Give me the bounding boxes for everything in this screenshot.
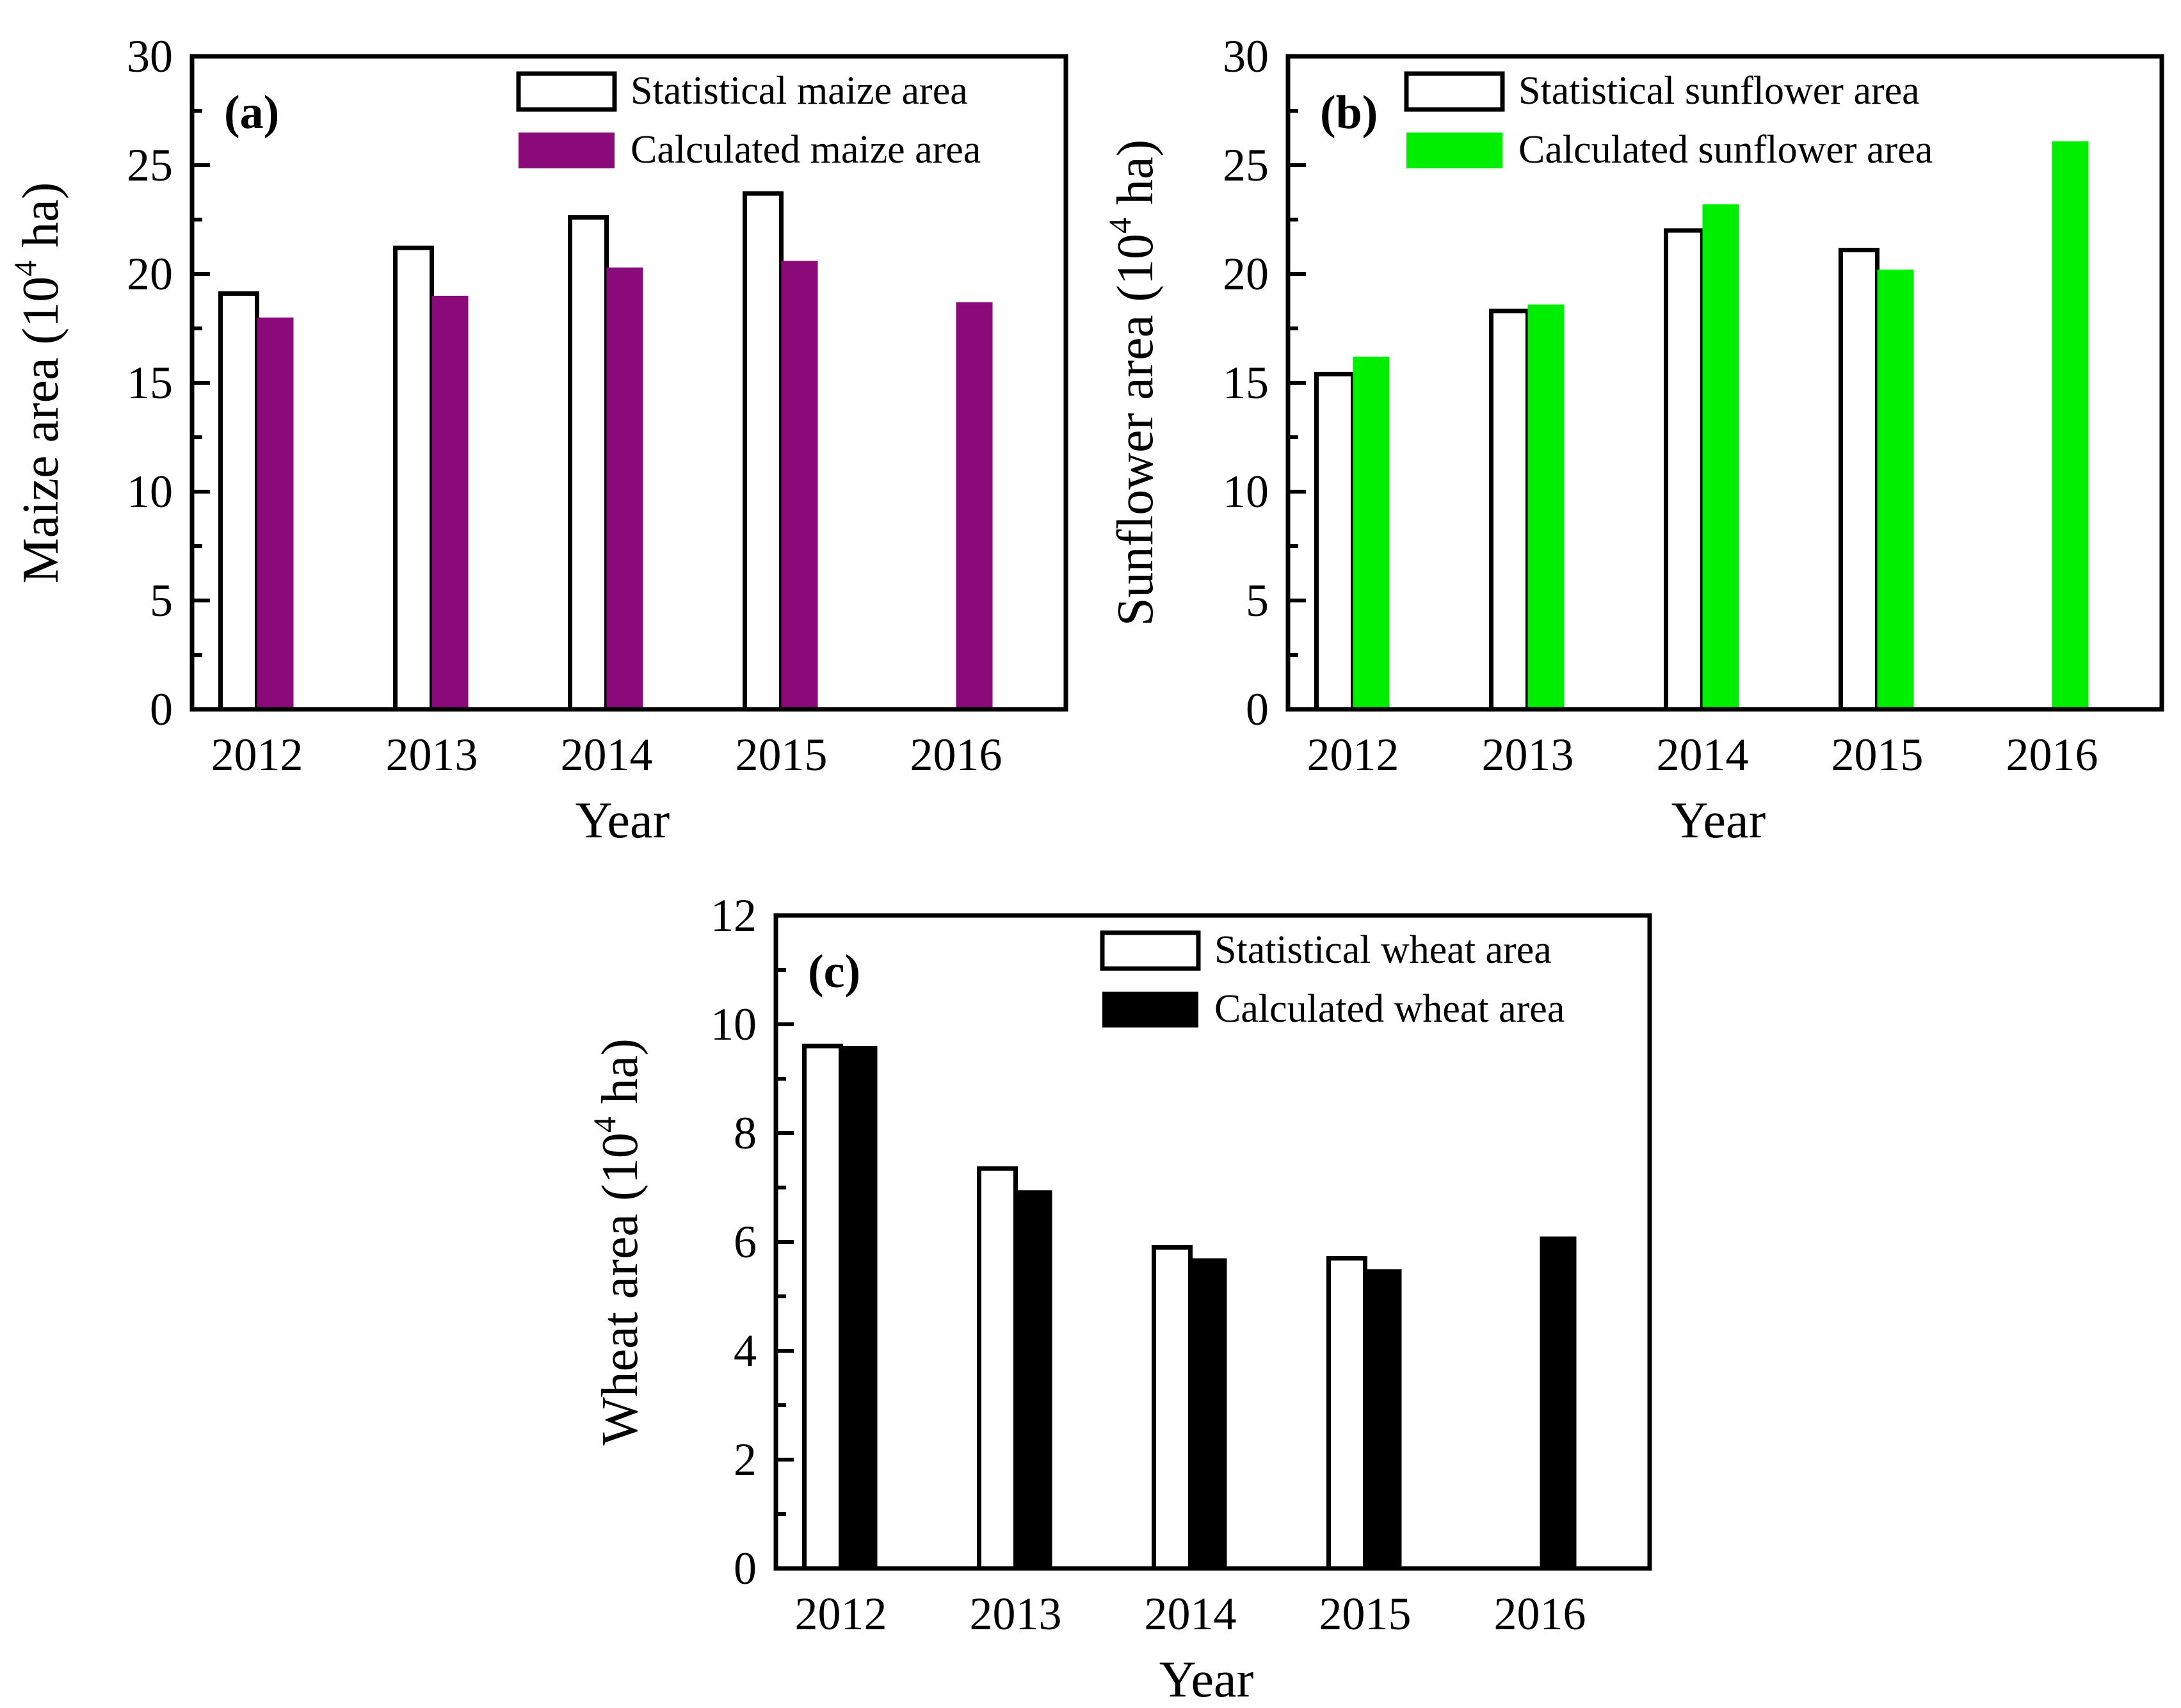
- y-tick-label: 8: [734, 1108, 757, 1159]
- bar-calculated-2016: [2052, 141, 2089, 710]
- chart-panel-0: 0 5 10 15 20 25 30 2012 2013 2014 2015 2016 Year Maiz…: [7, 31, 1068, 849]
- x-axis-label: Year: [1671, 793, 1766, 849]
- x-axis-label: Year: [575, 793, 670, 849]
- bar-calculated-2013: [1015, 1190, 1052, 1568]
- y-axis-label: Sunflower area (104 ha): [1102, 140, 1164, 626]
- legend-swatch-1: [519, 133, 615, 168]
- y-tick-label: 15: [1223, 357, 1269, 408]
- legend-label-1: Calculated sunflower area: [1518, 128, 1933, 172]
- legend-swatch-0: [1100, 930, 1201, 971]
- y-tick-label: 30: [127, 31, 173, 82]
- y-tick-label: 25: [127, 140, 173, 191]
- y-tick-label: 10: [711, 999, 757, 1050]
- y-tick-label: 0: [1246, 684, 1269, 735]
- y-tick-label: 30: [1223, 31, 1269, 82]
- legend-label-0: Statistical maize area: [631, 69, 968, 113]
- legend-swatch-1: [1102, 992, 1198, 1027]
- x-tick-label: 2013: [1482, 729, 1574, 780]
- panel-label: (a): [224, 86, 279, 139]
- bar-calculated-2016: [1540, 1236, 1577, 1568]
- y-tick-label: 4: [734, 1325, 757, 1376]
- y-tick-label: 0: [734, 1543, 757, 1594]
- bar-statistical-2015: [743, 191, 784, 712]
- y-tick-label: 2: [734, 1434, 757, 1485]
- x-tick-label: 2015: [736, 729, 828, 780]
- panel-label: (b): [1320, 86, 1378, 139]
- bar-statistical-2013: [977, 1166, 1018, 1571]
- legend-swatch-0: [516, 71, 617, 112]
- y-tick-label: 0: [150, 684, 173, 735]
- chart-panel-1: 0 5 10 15 20 25 30 2012 2013 2014 2015 2016 Year Sunf…: [1102, 31, 2164, 849]
- y-tick-label: 25: [1223, 140, 1269, 191]
- legend-label-0: Statistical wheat area: [1214, 928, 1552, 972]
- chart-panel-2: 0 2 4 6 8 10 12 2012 2013 2014 2015 2016 Year Wheat a…: [586, 890, 1652, 1708]
- y-axis-label: Maize area (104 ha): [7, 182, 69, 584]
- x-tick-label: 2015: [1319, 1588, 1412, 1640]
- x-tick-label: 2012: [795, 1588, 887, 1640]
- y-tick-label: 10: [127, 466, 173, 517]
- bar-calculated-2014: [606, 267, 643, 709]
- legend-swatch-0: [1404, 71, 1505, 112]
- bar-calculated-2016: [956, 302, 993, 709]
- bar-statistical-2014: [1152, 1245, 1193, 1571]
- bar-calculated-2012: [1353, 357, 1390, 709]
- bar-calculated-2013: [431, 296, 469, 709]
- bar-statistical-2012: [218, 291, 259, 712]
- bar-statistical-2014: [1664, 228, 1705, 712]
- bar-calculated-2013: [1527, 304, 1565, 710]
- bar-statistical-2014: [568, 215, 609, 712]
- y-tick-label: 5: [1246, 575, 1269, 626]
- y-tick-label: 15: [127, 357, 173, 408]
- y-axis-label: Wheat area (104 ha): [586, 1038, 648, 1446]
- legend-label-1: Calculated wheat area: [1214, 987, 1565, 1031]
- legend-label-0: Statistical sunflower area: [1518, 69, 1920, 113]
- x-tick-label: 2014: [1145, 1588, 1237, 1640]
- bar-calculated-2012: [841, 1046, 878, 1568]
- x-tick-label: 2013: [970, 1588, 1062, 1640]
- legend-label-1: Calculated maize area: [631, 128, 981, 172]
- bar-statistical-2013: [393, 245, 434, 712]
- x-tick-label: 2012: [1307, 729, 1399, 780]
- bar-statistical-2015: [1839, 248, 1879, 712]
- y-tick-label: 12: [711, 890, 757, 941]
- panel-label: (c): [808, 946, 860, 998]
- x-tick-label: 2013: [386, 729, 478, 780]
- x-tick-label: 2012: [211, 729, 303, 780]
- y-tick-label: 20: [127, 248, 173, 300]
- bar-statistical-2013: [1489, 309, 1530, 712]
- bar-calculated-2015: [1365, 1269, 1402, 1568]
- x-tick-label: 2014: [1657, 729, 1749, 780]
- x-tick-label: 2016: [910, 729, 1002, 780]
- x-tick-label: 2014: [561, 729, 653, 780]
- x-tick-label: 2016: [2006, 729, 2098, 780]
- bar-calculated-2014: [1702, 204, 1739, 709]
- bar-calculated-2014: [1190, 1258, 1227, 1568]
- legend-swatch-1: [1406, 133, 1502, 168]
- x-tick-label: 2015: [1831, 729, 1924, 780]
- y-tick-label: 20: [1223, 248, 1269, 300]
- bar-statistical-2012: [1314, 371, 1355, 712]
- bar-calculated-2015: [1877, 270, 1914, 709]
- x-axis-label: Year: [1159, 1652, 1253, 1708]
- y-tick-label: 5: [150, 575, 173, 626]
- bar-calculated-2015: [781, 261, 818, 710]
- x-tick-label: 2016: [1494, 1588, 1586, 1640]
- y-tick-label: 6: [734, 1216, 757, 1268]
- bar-statistical-2012: [802, 1043, 843, 1571]
- y-tick-label: 10: [1223, 466, 1269, 517]
- bar-calculated-2012: [257, 318, 294, 709]
- bar-statistical-2015: [1326, 1256, 1367, 1571]
